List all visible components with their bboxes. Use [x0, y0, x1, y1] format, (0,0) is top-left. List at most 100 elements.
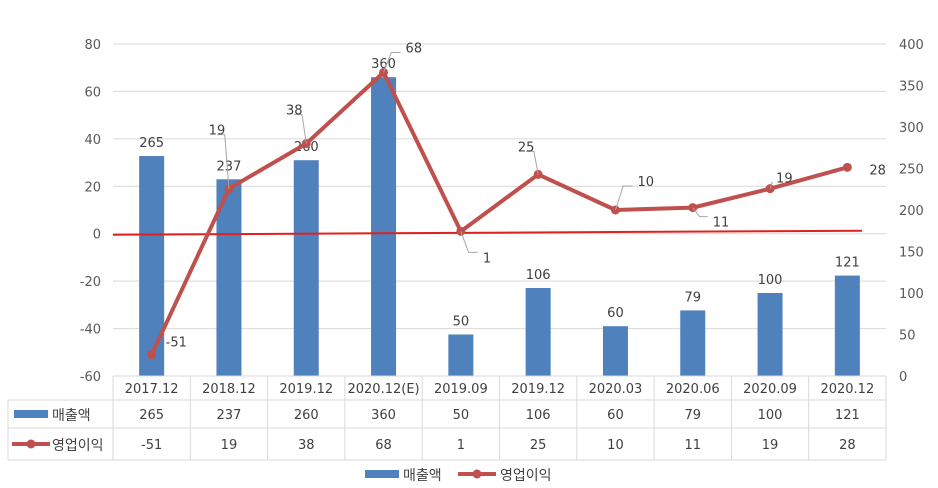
right-tick-label: 150	[899, 246, 924, 261]
table-cell-sales: 79	[684, 408, 701, 423]
table-cell-sales: 260	[294, 408, 319, 423]
leader-line	[216, 134, 230, 189]
sales-bar-label: 106	[526, 268, 551, 283]
right-tick-label: 400	[899, 38, 924, 53]
left-axis-tick-labels: 80 60 40 20 0 -20 -40 -60	[80, 38, 101, 385]
table-cell-profit: 38	[298, 438, 315, 453]
operating-profit-label: 1	[483, 251, 491, 266]
sales-bar-label: 79	[684, 290, 701, 305]
sales-bar	[834, 275, 860, 376]
category-label: 2020.06	[666, 382, 720, 397]
table-cell-sales: 237	[217, 408, 242, 423]
sales-bar-labels: 265237260360501066079100121	[139, 57, 860, 329]
category-label: 2018.12	[202, 382, 256, 397]
sales-bar-label: 50	[453, 315, 470, 330]
sales-bar-label: 237	[217, 159, 242, 174]
left-tick-label: 80	[84, 38, 101, 53]
table-cell-profit: 1	[457, 438, 465, 453]
sales-bar-label: 100	[758, 273, 783, 288]
legend-label-sales: 매출액	[403, 468, 442, 484]
sales-bar-label: 60	[607, 306, 624, 321]
right-tick-label: 100	[899, 287, 924, 302]
sales-bar	[680, 310, 706, 376]
legend-label-profit: 영업이익	[500, 468, 552, 484]
table-cell-profit: 25	[530, 438, 547, 453]
legend-key-sales	[365, 470, 399, 478]
sales-bar	[371, 77, 397, 376]
operating-profit-label: -51	[166, 336, 187, 351]
sales-bar	[448, 334, 474, 376]
table-cell-sales: 100	[758, 408, 783, 423]
category-label: 2020.03	[589, 382, 643, 397]
category-label: 2019.09	[434, 382, 488, 397]
left-tick-label: 0	[93, 228, 101, 243]
table-cell-profit: 68	[375, 438, 392, 453]
sales-bar	[293, 160, 319, 376]
operating-profit-label: 28	[869, 163, 886, 178]
left-tick-label: -60	[80, 370, 101, 385]
left-tick-label: 40	[84, 133, 101, 148]
sales-bar	[216, 179, 242, 376]
table-cell-sales: 106	[526, 408, 551, 423]
operating-profit-point	[842, 162, 852, 172]
leader-line	[526, 150, 539, 175]
operating-profit-label: 68	[406, 41, 423, 56]
sales-bar	[757, 293, 783, 376]
operating-profit-label: 10	[637, 175, 654, 190]
legend-key-profit-marker	[472, 469, 482, 479]
category-label: 2020.12(E)	[347, 382, 419, 397]
leader-line	[294, 114, 307, 144]
table-row-header-sales: 매출액	[52, 408, 91, 424]
right-tick-label: 0	[899, 370, 907, 385]
category-label: 2020.09	[743, 382, 797, 397]
data-table: 2017.12 265 -51 2018.12 237 19 2019.12 260 38 202…	[7, 375, 887, 461]
leader-line	[614, 185, 633, 211]
operating-profit-labels: -51 19 38 68 1 25 10 11 19 28	[166, 41, 886, 350]
left-tick-label: 60	[84, 85, 101, 100]
leader-line	[769, 182, 773, 189]
right-tick-label: 250	[899, 163, 924, 178]
right-tick-label: 50	[899, 329, 916, 344]
right-tick-label: 300	[899, 121, 924, 136]
operating-profit-label: 11	[713, 216, 730, 231]
left-tick-label: 20	[84, 180, 101, 195]
table-cell-sales: 360	[371, 408, 396, 423]
operating-profit-point	[147, 350, 157, 360]
operating-profit-label: 38	[286, 104, 303, 119]
table-cell-profit: 19	[762, 438, 779, 453]
zero-reference-line	[112, 229, 863, 236]
sales-bar	[602, 326, 628, 376]
category-label: 2019.12	[279, 382, 333, 397]
table-cell-profit: -51	[141, 438, 162, 453]
sales-bar	[525, 288, 551, 376]
table-cell-sales: 265	[139, 408, 164, 423]
left-tick-label: -20	[80, 275, 101, 290]
table-cell-profit: 11	[684, 438, 701, 453]
operating-profit-polyline	[149, 70, 848, 356]
operating-profit-label: 25	[518, 140, 535, 155]
leader-line	[383, 51, 401, 73]
sales-bar-label: 360	[371, 57, 396, 72]
category-label: 2020.12	[820, 382, 874, 397]
table-cell-sales: 50	[453, 408, 470, 423]
category-label: 2017.12	[125, 382, 179, 397]
operating-profit-line	[147, 67, 852, 360]
right-tick-label: 200	[899, 204, 924, 219]
left-tick-label: -40	[80, 323, 101, 338]
operating-profit-label: 19	[209, 124, 226, 139]
operating-profit-label: 19	[776, 172, 793, 187]
table-cell-profit: 10	[607, 438, 624, 453]
sales-bar-label: 265	[139, 136, 164, 151]
sales-bar-label: 121	[835, 256, 860, 271]
sales-bar	[139, 156, 165, 376]
leader-line	[460, 231, 478, 253]
leader-line	[692, 207, 708, 218]
table-key-profit-marker	[26, 439, 36, 449]
table-cell-sales: 60	[607, 408, 624, 423]
sales-bars	[139, 77, 860, 376]
table-key-sales	[14, 410, 48, 418]
table-cell-profit: 19	[221, 438, 238, 453]
table-cell-profit: 28	[839, 438, 856, 453]
table-cell-sales: 121	[835, 408, 860, 423]
